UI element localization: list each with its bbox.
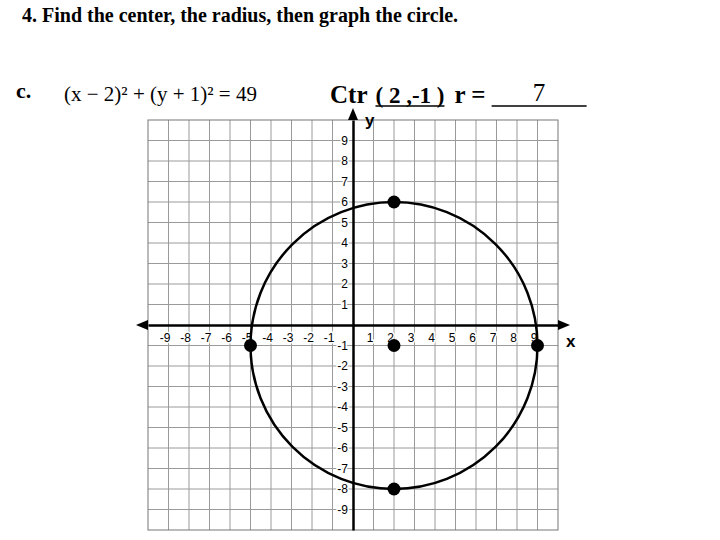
x-tick-label: 5 xyxy=(449,331,456,345)
x-tick: 5 xyxy=(449,325,456,345)
y-tick-label: 4 xyxy=(341,236,348,250)
x-arrow-right xyxy=(558,320,570,330)
y-arrow-top xyxy=(348,108,358,120)
x-tick-label: 3 xyxy=(408,331,415,345)
x-tick: -3 xyxy=(283,325,294,345)
x-tick-label: -2 xyxy=(303,331,314,345)
y-axis-title: y xyxy=(365,111,375,130)
x-tick: -9 xyxy=(160,325,171,345)
x-tick: -8 xyxy=(180,325,191,345)
title: 4. Find the center, the radius, then gra… xyxy=(22,4,458,27)
x-tick: 3 xyxy=(408,325,415,345)
y-tick-label: 3 xyxy=(341,257,348,271)
point xyxy=(388,339,401,352)
x-tick-label: 6 xyxy=(469,331,476,345)
x-tick: -4 xyxy=(262,325,273,345)
y-tick: -5 xyxy=(337,421,353,435)
y-tick-label: -1 xyxy=(337,339,348,353)
y-tick: 7 xyxy=(341,175,353,189)
y-tick-label: -3 xyxy=(337,380,348,394)
x-tick: 6 xyxy=(469,325,476,345)
y-tick: 1 xyxy=(341,298,353,312)
x-tick-label: 1 xyxy=(367,331,374,345)
x-tick: -1 xyxy=(324,325,335,345)
radius-label: r = xyxy=(454,81,485,108)
y-tick-label: 1 xyxy=(341,298,348,312)
y-tick: -9 xyxy=(337,503,353,517)
y-axis: -9 -8 -7 -6 -5 -4 -3 -2 -1 1 2 3 4 5 6 7 8 9 xyxy=(337,121,353,531)
x-tick-label: -3 xyxy=(283,331,294,345)
point xyxy=(531,339,544,352)
y-tick: 8 xyxy=(341,154,353,168)
x-tick-label: -4 xyxy=(262,331,273,345)
y-tick: -4 xyxy=(337,400,353,414)
x-tick-label: 7 xyxy=(490,331,497,345)
graphed-circle xyxy=(251,202,538,489)
y-tick: -6 xyxy=(337,441,353,455)
y-tick: -7 xyxy=(337,462,353,476)
x-tick-label: -1 xyxy=(324,331,335,345)
point xyxy=(244,339,257,352)
x-axis-title: x xyxy=(566,332,576,351)
y-tick-label: -5 xyxy=(337,421,348,435)
x-tick: -7 xyxy=(201,325,212,345)
marks xyxy=(244,196,544,496)
y-tick: 2 xyxy=(341,277,353,291)
x-tick-label: -7 xyxy=(201,331,212,345)
x-arrow-left xyxy=(136,320,148,330)
x-tick: 8 xyxy=(510,325,517,345)
y-tick-label: 2 xyxy=(341,277,348,291)
y-tick: -2 xyxy=(337,359,353,373)
equation: (x − 2)² + (y + 1)² = 49 xyxy=(64,82,257,106)
chart: 4. Find the center, the radius, then gra… xyxy=(0,0,720,540)
y-tick: -1 xyxy=(337,339,353,353)
point xyxy=(388,483,401,496)
y-tick: -3 xyxy=(337,380,353,394)
center-value: ( 2 ,-1 ) xyxy=(375,83,444,108)
x-tick: -6 xyxy=(221,325,232,345)
point xyxy=(388,196,401,209)
y-tick: 9 xyxy=(341,134,353,148)
y-tick: 3 xyxy=(341,257,353,271)
x-tick-label: 4 xyxy=(428,331,435,345)
center-label: Ctr xyxy=(330,81,367,108)
y-tick-label: 8 xyxy=(341,154,348,168)
y-tick-label: -9 xyxy=(337,503,348,517)
y-tick: 5 xyxy=(341,216,353,230)
axis-arrows xyxy=(136,108,570,330)
x-tick: -2 xyxy=(303,325,314,345)
x-tick-label: -6 xyxy=(221,331,232,345)
y-tick-label: 7 xyxy=(341,175,348,189)
y-tick-label: -8 xyxy=(337,482,348,496)
y-tick-label: -2 xyxy=(337,359,348,373)
grid xyxy=(148,120,558,530)
y-tick-label: 5 xyxy=(341,216,348,230)
y-tick-label: -7 xyxy=(337,462,348,476)
y-axis-line xyxy=(352,121,355,531)
y-tick-label: -6 xyxy=(337,441,348,455)
plot-frame xyxy=(148,120,558,530)
y-tick-label: 9 xyxy=(341,134,348,148)
x-tick-label: -8 xyxy=(180,331,191,345)
part-label: c. xyxy=(16,78,31,103)
x-tick: 7 xyxy=(490,325,497,345)
y-tick: 4 xyxy=(341,236,353,250)
x-tick-label: 8 xyxy=(510,331,517,345)
y-tick: -8 xyxy=(337,482,353,496)
x-tick: 1 xyxy=(367,325,374,345)
y-tick-label: 6 xyxy=(341,195,348,209)
center-underline xyxy=(375,105,444,107)
radius-value: 7 xyxy=(533,79,546,106)
x-tick: 4 xyxy=(428,325,435,345)
y-tick-label: -4 xyxy=(337,400,348,414)
x-tick-label: -9 xyxy=(160,331,171,345)
